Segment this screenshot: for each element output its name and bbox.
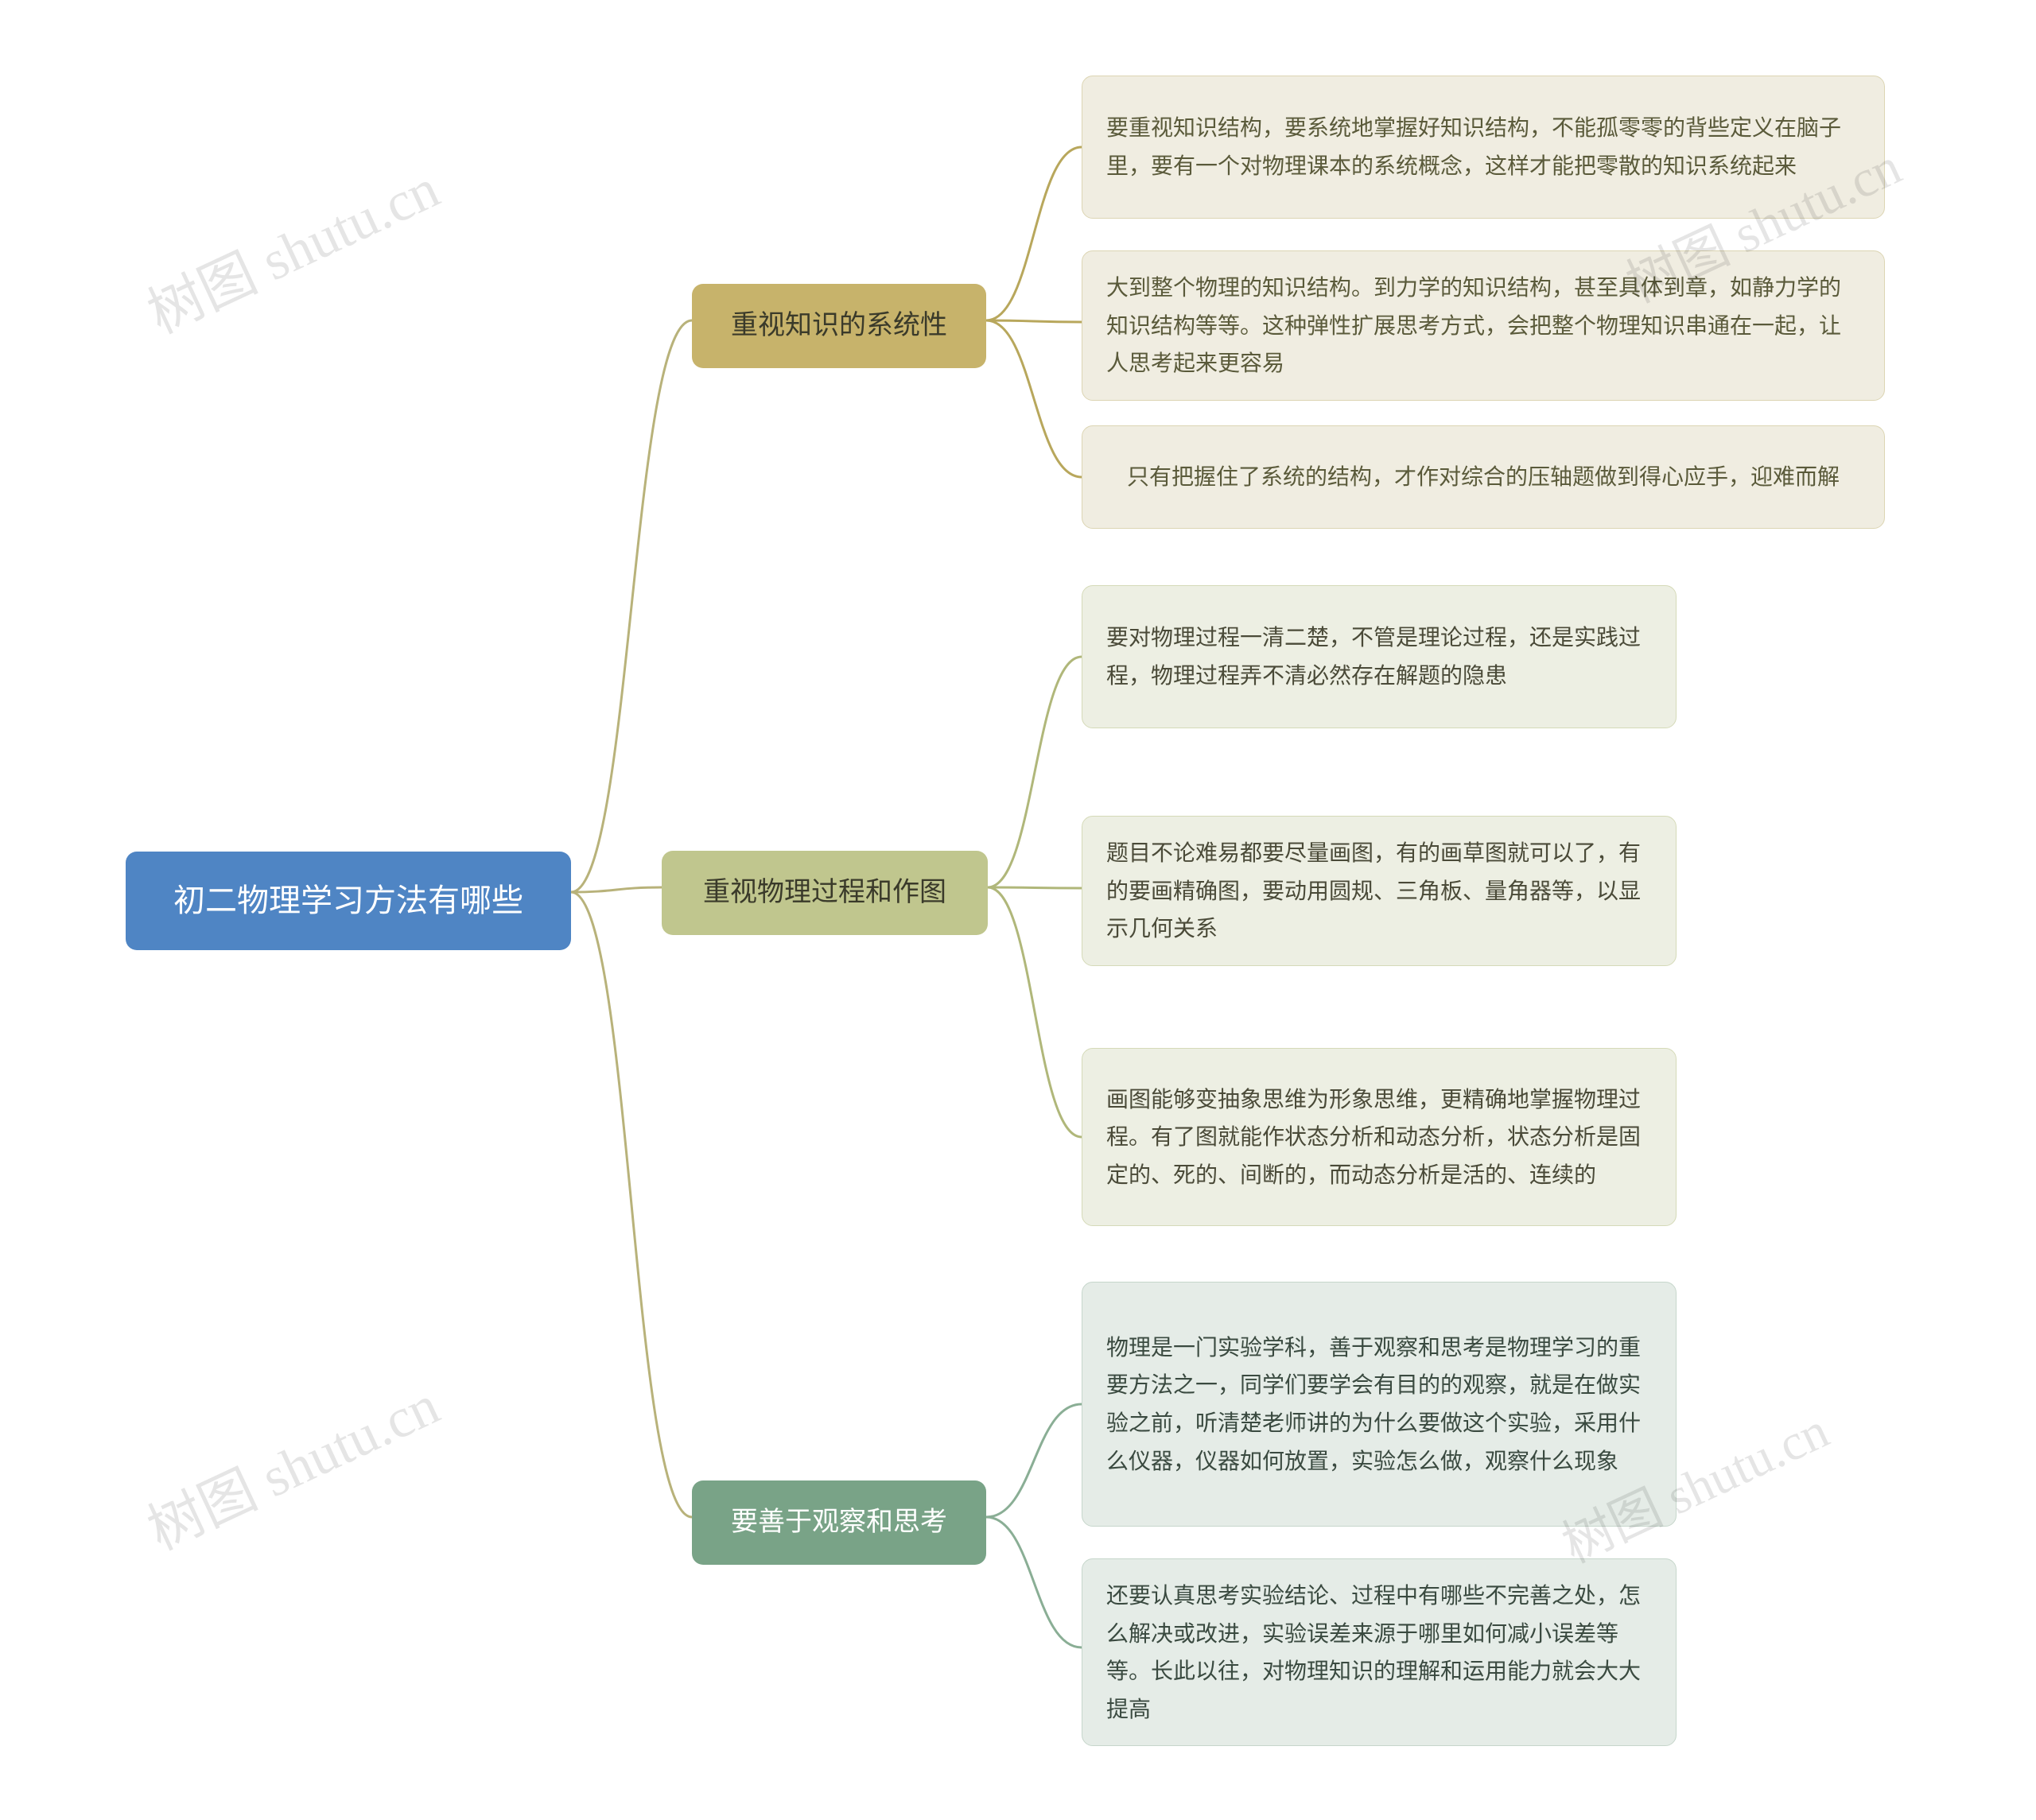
leaf-node: 画图能够变抽象思维为形象思维，更精确地掌握物理过程。有了图就能作状态分析和动态分…: [1082, 1048, 1677, 1226]
leaf-node: 要重视知识结构，要系统地掌握好知识结构，不能孤零零的背些定义在脑子里，要有一个对…: [1082, 76, 1885, 219]
leaf-node: 还要认真思考实验结论、过程中有哪些不完善之处，怎么解决或改进，实验误差来源于哪里…: [1082, 1558, 1677, 1746]
leaf-node: 题目不论难易都要尽量画图，有的画草图就可以了，有的要画精确图，要动用圆规、三角板…: [1082, 816, 1677, 966]
branch-node: 重视知识的系统性: [692, 284, 986, 368]
branch-node: 要善于观察和思考: [692, 1480, 986, 1565]
leaf-node: 大到整个物理的知识结构。到力学的知识结构，甚至具体到章，如静力学的知识结构等等。…: [1082, 250, 1885, 401]
leaf-node: 只有把握住了系统的结构，才作对综合的压轴题做到得心应手，迎难而解: [1082, 425, 1885, 529]
watermark: 树图 shutu.cn: [133, 145, 450, 350]
branch-node: 重视物理过程和作图: [662, 851, 988, 935]
leaf-node: 物理是一门实验学科，善于观察和思考是物理学习的重要方法之一，同学们要学会有目的的…: [1082, 1282, 1677, 1527]
leaf-node: 要对物理过程一清二楚，不管是理论过程，还是实践过程，物理过程弄不清必然存在解题的…: [1082, 585, 1677, 728]
root-node: 初二物理学习方法有哪些: [126, 852, 571, 950]
watermark: 树图 shutu.cn: [133, 1361, 450, 1566]
mindmap-canvas: 初二物理学习方法有哪些 重视知识的系统性 要重视知识结构，要系统地掌握好知识结构，不…: [0, 0, 2036, 1820]
